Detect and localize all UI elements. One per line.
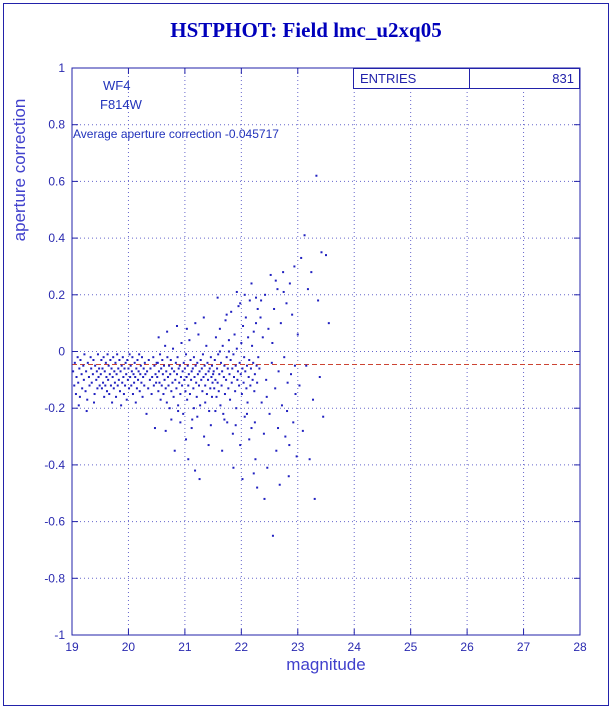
svg-text:0.4: 0.4 <box>48 231 65 245</box>
svg-text:27: 27 <box>517 640 531 654</box>
entries-box: ENTRIES 831 <box>353 68 580 89</box>
average-correction-label: Average aperture correction -0.045717 <box>73 127 279 141</box>
page-title: HSTPHOT: Field lmc_u2xq05 <box>170 18 442 42</box>
svg-text:26: 26 <box>460 640 474 654</box>
filter-label: F814W <box>100 97 142 112</box>
camera-label: WF4 <box>103 78 131 93</box>
svg-text:-0.8: -0.8 <box>44 571 65 585</box>
svg-text:-0.4: -0.4 <box>44 458 65 472</box>
svg-text:28: 28 <box>573 640 587 654</box>
x-axis-title: magnitude <box>286 655 366 674</box>
entries-value: 831 <box>469 69 579 88</box>
svg-text:21: 21 <box>178 640 192 654</box>
svg-text:22: 22 <box>235 640 249 654</box>
y-axis-title: aperture correction <box>10 98 29 242</box>
svg-text:0.6: 0.6 <box>48 174 65 188</box>
svg-text:19: 19 <box>65 640 79 654</box>
svg-text:-0.6: -0.6 <box>44 515 65 529</box>
svg-text:20: 20 <box>122 640 136 654</box>
svg-text:1: 1 <box>58 61 65 75</box>
svg-text:23: 23 <box>291 640 305 654</box>
svg-text:0.8: 0.8 <box>48 118 65 132</box>
svg-text:0.2: 0.2 <box>48 288 65 302</box>
entries-label: ENTRIES <box>360 71 417 86</box>
svg-text:24: 24 <box>348 640 362 654</box>
svg-text:25: 25 <box>404 640 418 654</box>
svg-text:0: 0 <box>58 345 65 359</box>
svg-text:-0.2: -0.2 <box>44 401 65 415</box>
svg-text:-1: -1 <box>54 628 65 642</box>
